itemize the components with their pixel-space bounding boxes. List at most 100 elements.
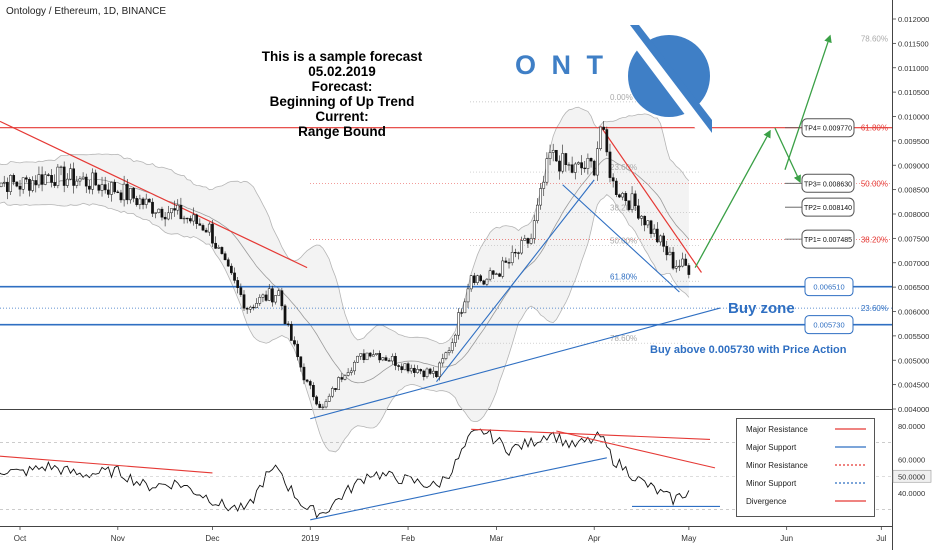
descending-resistance-trendline (0, 120, 308, 269)
candle-body (277, 290, 281, 296)
candle-body (567, 164, 571, 166)
candle-body (151, 201, 154, 214)
candle-body (315, 396, 318, 405)
candle-body (264, 294, 268, 301)
candle-body (539, 188, 542, 206)
candle-body (198, 223, 202, 226)
candle-body (252, 306, 255, 309)
candle-body (318, 403, 322, 408)
annotation-line-2: 05.02.2019 (308, 64, 376, 79)
candle-body (400, 366, 404, 371)
candle-body (589, 158, 593, 162)
candle-body (220, 247, 224, 254)
candle-body (207, 223, 211, 233)
descending-resistance-trendline (600, 125, 702, 273)
candle-body (368, 352, 372, 357)
time-axis-label: Jul (876, 534, 886, 543)
legend: Major Resistance Major Support Minor Resis… (736, 418, 875, 517)
candle-body (179, 204, 183, 220)
candle-body (406, 363, 410, 372)
candle-body (88, 185, 91, 190)
candle-body (570, 164, 574, 173)
target-box (801, 173, 855, 193)
candle-body (321, 406, 325, 409)
candle-body (501, 260, 505, 277)
candle-body (447, 350, 451, 353)
candle-body (312, 385, 315, 398)
candle-body (346, 372, 350, 376)
candle-body (185, 217, 189, 220)
legend-label: Major Resistance (746, 425, 808, 434)
candle-body (507, 262, 511, 264)
candle-body (100, 184, 104, 191)
candle-body (476, 275, 479, 283)
candle-body (460, 312, 464, 314)
fib-level-label-left: 0.00% (610, 93, 633, 102)
price-axis-label: 0.012000 (898, 15, 929, 24)
time-axis-label: Nov (111, 534, 125, 543)
candle-body (15, 181, 19, 187)
candle-body (551, 149, 555, 153)
candle-body (340, 377, 344, 380)
annotation-line-1: This is a sample forecast (262, 49, 423, 64)
candle-body (674, 266, 678, 269)
candle-body (78, 178, 82, 182)
oscillator-axis-label: 80.0000 (898, 422, 925, 431)
candle-body (62, 166, 66, 186)
fib-level-label-right: 38.20% (861, 235, 888, 244)
price-axis-label: 0.006000 (898, 308, 929, 317)
candle-body (293, 340, 296, 345)
candle-body (526, 238, 530, 244)
candle-body (542, 181, 546, 189)
candle-body (362, 353, 366, 361)
target-box (801, 118, 855, 138)
chart-title: Ontology / Ethereum, 1D, BINANCE (6, 6, 166, 17)
candle-body (365, 352, 369, 361)
candle-body (103, 184, 107, 191)
candle-body (84, 176, 88, 187)
candle-body (605, 129, 609, 153)
candle-body (75, 180, 79, 186)
candle-body (536, 204, 539, 221)
candle-body (236, 280, 240, 288)
candle-body (230, 265, 233, 274)
candle-body (324, 401, 328, 408)
candle-body (37, 174, 41, 186)
buy-zone-note: Buy above 0.005730 with Price Action (650, 344, 847, 356)
candle-body (450, 342, 454, 351)
price-axis-label: 0.008000 (898, 210, 929, 219)
candle-body (662, 235, 665, 247)
candle-body (299, 356, 303, 368)
candle-body (308, 381, 312, 386)
price-axis-label: 0.007000 (898, 259, 929, 268)
candle-body (558, 160, 561, 172)
time-axis-label: Dec (205, 534, 219, 543)
price-axis-label: 0.004000 (898, 405, 929, 414)
fib-level-label-left: 78.60% (610, 334, 637, 343)
candle-body (239, 287, 243, 295)
candle-body (106, 189, 110, 195)
candle-body (255, 303, 258, 308)
candle-body (416, 369, 419, 373)
candle-body (65, 178, 69, 186)
candle-body (643, 215, 647, 226)
candle-body (491, 270, 495, 275)
candle-body (510, 252, 514, 264)
candle-body (498, 273, 501, 277)
candle-body (425, 368, 429, 377)
candle-body (0, 182, 3, 187)
candle-body (50, 175, 53, 183)
candle-body (97, 184, 101, 191)
candle-body (545, 158, 549, 183)
candle-body (378, 353, 382, 361)
price-axis-label: 0.009000 (898, 161, 929, 170)
candle-body (583, 167, 587, 170)
candle-body (454, 334, 457, 343)
candle-body (245, 308, 249, 310)
candle-body (640, 215, 643, 219)
candle-body (138, 198, 142, 205)
candle-body (248, 306, 252, 310)
time-axis-label: Oct (14, 534, 27, 543)
candle-body (72, 168, 75, 186)
